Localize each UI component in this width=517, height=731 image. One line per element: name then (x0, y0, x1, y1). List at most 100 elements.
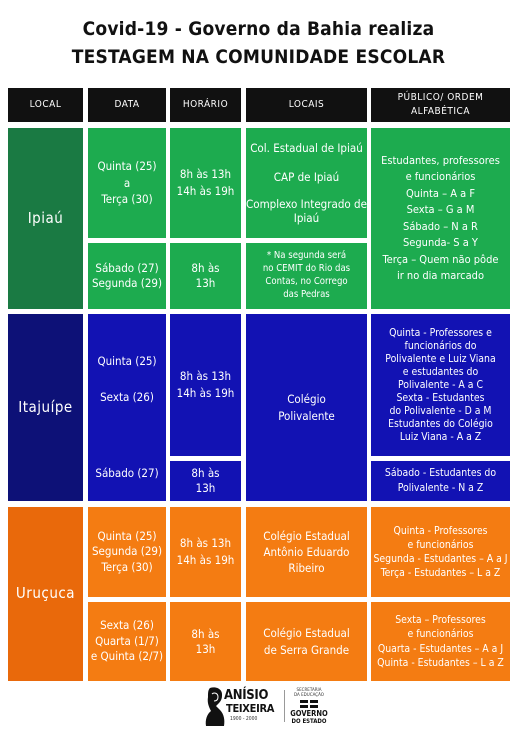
portrait-icon (205, 687, 225, 726)
text-line: 8h às (191, 466, 220, 481)
text-line: Terça - Estudantes – L a Z (380, 567, 501, 580)
text-line: Terça (30) (101, 192, 153, 207)
footer-divider (284, 690, 285, 722)
text-line: no CEMIT do Rio das (262, 263, 351, 275)
text-line: Contas, no Corrego (265, 276, 348, 287)
text-line: Quinta – A a F (405, 186, 476, 200)
text-line: Colégio (287, 391, 326, 406)
city-urucuca: Uruçuca (8, 507, 83, 681)
text-line: Terça (30) (101, 559, 153, 574)
urucuca-data-1: Quinta (25) Segunda (29) Terça (30) (88, 507, 166, 597)
text-line: Segunda- S a Y (403, 236, 478, 249)
text-line: * Na segunda será (266, 250, 347, 262)
logo1-name2: TEIXEIRA (226, 702, 275, 715)
text-line: CAP de Ipiaú (273, 170, 340, 185)
logo2-sub2: DA EDUCAÇÃO (294, 693, 324, 698)
text-line: do Polivalente - D a M (389, 404, 492, 417)
urucuca-horario-1: 8h às 13h 14h às 19h (170, 507, 241, 597)
header-publico: PÚBLICO/ ORDEM ALFABÉTICA (371, 88, 510, 122)
text-line: a (123, 175, 131, 190)
text-line: Sexta (26) (100, 618, 154, 633)
header-locais: LOCAIS (246, 88, 367, 122)
itajuipe-publico-2: Sábado - Estudantes do Polivalente - N a… (371, 461, 510, 501)
text-line: Sábado - Estudantes do (384, 467, 497, 480)
text-line: 13h (195, 276, 216, 290)
title-line-1: Covid-19 - Governo da Bahia realiza (82, 18, 435, 40)
text-line: 8h às (191, 626, 220, 641)
text-line: e Quinta (2/7) (90, 649, 164, 664)
text-line: 14h às 19h (176, 386, 235, 400)
text-line: Sexta – Professores (395, 614, 486, 627)
ipiau-horario-2: 8h às 13h (170, 243, 241, 309)
text-line: Colégio Estadual (263, 626, 350, 641)
text-line: 13h (195, 481, 216, 495)
text-line: Sábado – N a R (403, 219, 478, 233)
text-line: 8h às (191, 261, 220, 276)
urucuca-publico-2: Sexta – Professores e funcionários Quart… (371, 602, 510, 681)
logo1-years: 1900 - 2000 (230, 716, 258, 722)
itajuipe-data: Quinta (25) Sexta (26) Sábado (27) (88, 314, 166, 501)
emblem-icon (300, 700, 318, 708)
text-line: Sexta - Estudantes (396, 391, 485, 404)
text-line: e funcionários (405, 170, 476, 183)
itajuipe-horario-2: 8h às 13h (170, 461, 241, 501)
text-line: funcionários do (404, 339, 477, 352)
text-line: das Pedras (283, 288, 330, 300)
text-line: Ribeiro (288, 561, 325, 576)
text-line: de Serra Grande (263, 642, 350, 657)
text-line: 8h às 13h (179, 167, 232, 182)
text-line: Complexo Integrado de (246, 197, 367, 212)
text-line: 8h às 13h (179, 369, 232, 384)
text-line: Col. Estadual de Ipiaú (250, 141, 363, 156)
text-line: Polivalente (278, 408, 335, 423)
urucuca-publico-1: Quinta - Professores e funcionários Segu… (371, 507, 510, 597)
title-line-2: TESTAGEM NA COMUNIDADE ESCOLAR (71, 46, 446, 68)
text-line: Quinta (25) (97, 354, 157, 369)
header-horario: HORÁRIO (170, 88, 241, 122)
text-line: Polivalente e Luiz Viana (385, 352, 496, 365)
logo2-name1: GOVERNO (290, 709, 328, 718)
urucuca-horario-2: 8h às 13h (170, 602, 241, 681)
text-line: 14h às 19h (176, 184, 235, 198)
text-line: Quinta - Professores (393, 524, 488, 537)
text-line: Segunda - Estudantes – A a J (373, 553, 508, 565)
text-line: 14h às 19h (176, 553, 235, 567)
ipiau-data-2: Sábado (27) Segunda (29) (88, 243, 166, 309)
urucuca-locais-1: Colégio Estadual Antônio Eduardo Ribeiro (246, 507, 367, 597)
urucuca-data-2: Sexta (26) Quarta (1/7) e Quinta (2/7) (88, 602, 166, 681)
text-line: Segunda (29) (91, 544, 163, 559)
text-line: Complexo Integrado de Ipiaú (246, 197, 367, 226)
logo2-name2: DO ESTADO (291, 718, 327, 725)
text-line: 13h (195, 641, 216, 656)
ipiau-horario-1: 8h às 13h 14h às 19h (170, 128, 241, 238)
itajuipe-publico-1: Quinta - Professores e funcionários do P… (371, 314, 510, 456)
text-line: Estudantes do Colégio (388, 417, 493, 430)
text-line: Quarta - Estudantes – A a J (377, 642, 504, 655)
text-line: ir no dia marcado (396, 269, 485, 282)
city-itajuipe: Itajuípe (8, 314, 83, 501)
ipiau-data-1: Quinta (25) a Terça (30) (88, 128, 166, 238)
text-line: e funcionários (407, 538, 474, 551)
ipiau-publico: Estudantes, professores e funcionários Q… (371, 128, 510, 309)
text-line: Terça – Quem não pôde (382, 252, 499, 266)
itajuipe-horario-1: 8h às 13h 14h às 19h (170, 314, 241, 456)
text-line: Sexta – G a M (406, 203, 475, 216)
text-line: e estudantes do (402, 365, 479, 378)
itajuipe-locais: Colégio Polivalente (246, 314, 367, 501)
text-line: Quarta (1/7) (95, 633, 159, 648)
text-line: Quinta - Estudantes – L a Z (377, 656, 504, 669)
anisio-teixeira-logo: ANÍSIO TEIXEIRA 1900 - 2000 (204, 686, 282, 726)
text-line: Ipiaú (293, 210, 320, 225)
ipiau-locais-2: * Na segunda será no CEMIT do Rio das Co… (246, 243, 367, 309)
text-line: Segunda (29) (91, 276, 163, 290)
logo2-sub1: SECRETARIA (296, 688, 322, 693)
header-local: LOCAL (8, 88, 83, 122)
text-line: Quinta (25) (97, 158, 157, 173)
text-line: Luiz Viana - A a Z (399, 430, 482, 443)
text-line: Polivalente - A a C (397, 378, 484, 391)
text-line: 8h às 13h (179, 536, 232, 551)
text-line: Estudantes, professores (381, 153, 500, 167)
urucuca-locais-2: Colégio Estadual de Serra Grande (246, 602, 367, 681)
text-line: Sábado (27) (95, 465, 159, 480)
text-line: Antônio Eduardo (263, 544, 350, 559)
